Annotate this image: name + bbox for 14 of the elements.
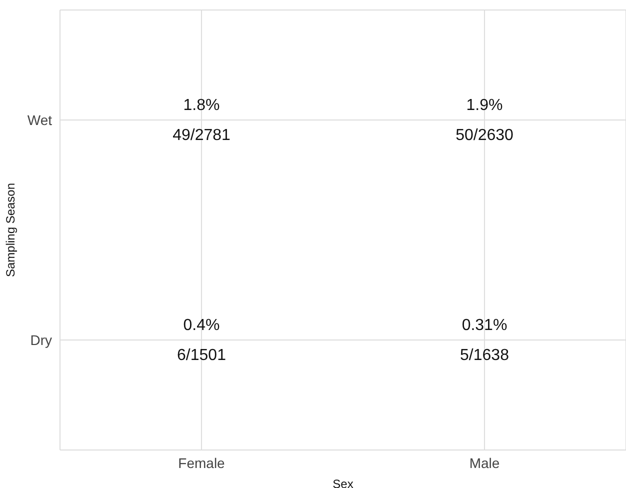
x-axis-title: Sex [332, 477, 354, 488]
annotation: 49/2781 [172, 127, 231, 144]
data-label: 1.9% [466, 97, 503, 114]
data-label: 0.4% [183, 317, 220, 334]
y-axis-title: Sampling Season [3, 182, 18, 278]
data-label: 0.31% [462, 317, 508, 334]
y-tick-label: Dry [30, 332, 52, 348]
data-label: 1.8% [183, 97, 220, 114]
annotation: 6/1501 [177, 347, 226, 364]
y-tick-label: Wet [27, 112, 52, 128]
annotation: 5/1638 [460, 347, 510, 364]
x-tick-label: Male [469, 454, 500, 471]
x-tick-label: Female [178, 454, 226, 471]
annotation: 50/2630 [456, 127, 514, 144]
